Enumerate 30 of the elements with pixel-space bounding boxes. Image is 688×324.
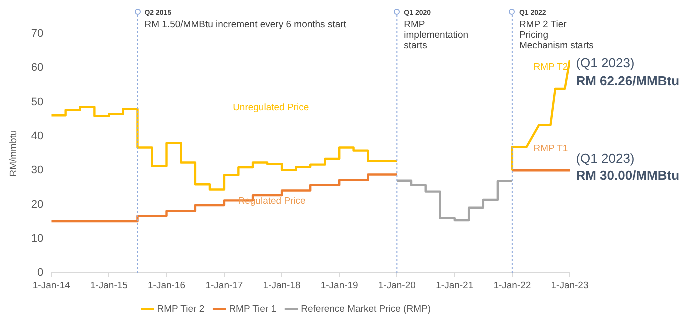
y-tick-label: 70 (31, 28, 44, 40)
x-tick-label: 1-Jan-15 (90, 280, 128, 292)
x-tick-label: 1-Jan-18 (263, 280, 301, 292)
text: (Q1 2023) (576, 55, 635, 70)
y-tick-label: 20 (31, 198, 44, 211)
legend-label: Reference Market Price (RMP) (301, 304, 431, 315)
y-tick-label: 60 (31, 62, 44, 74)
legend-label: RMP Tier 1 (229, 304, 277, 315)
y-axis-title: RM/mmbtu (8, 130, 20, 177)
annotation: Regulated Price (238, 196, 306, 207)
text: (Q1 2023) (576, 151, 635, 166)
x-tick-label: 1-Jan-14 (32, 280, 70, 292)
x-tick-label: 1-Jan-23 (551, 280, 589, 292)
y-tick-label: 10 (31, 232, 44, 245)
y-tick-label: 30 (31, 164, 44, 177)
x-tick-label: 1-Jan-19 (320, 280, 358, 292)
text: RM 30.00/MMBtu (576, 168, 680, 183)
x-tick-label: 1-Jan-20 (378, 280, 416, 292)
y-tick-label: 50 (31, 96, 44, 108)
text: RM 62.26/MMBtu (576, 73, 680, 88)
x-tick-label: 1-Jan-21 (436, 280, 474, 292)
y-tick-label: 0 (38, 267, 44, 280)
annotation: RMP T1 (534, 143, 568, 154)
annotation: RMP T2 (534, 62, 568, 74)
y-tick-label: 40 (31, 130, 44, 143)
x-tick-label: 1-Jan-22 (494, 280, 532, 292)
x-tick-label: 1-Jan-17 (206, 280, 244, 292)
legend-label: RMP Tier 2 (157, 304, 205, 315)
annotation: Unregulated Price (233, 102, 310, 114)
x-tick-label: 1-Jan-16 (148, 280, 186, 292)
